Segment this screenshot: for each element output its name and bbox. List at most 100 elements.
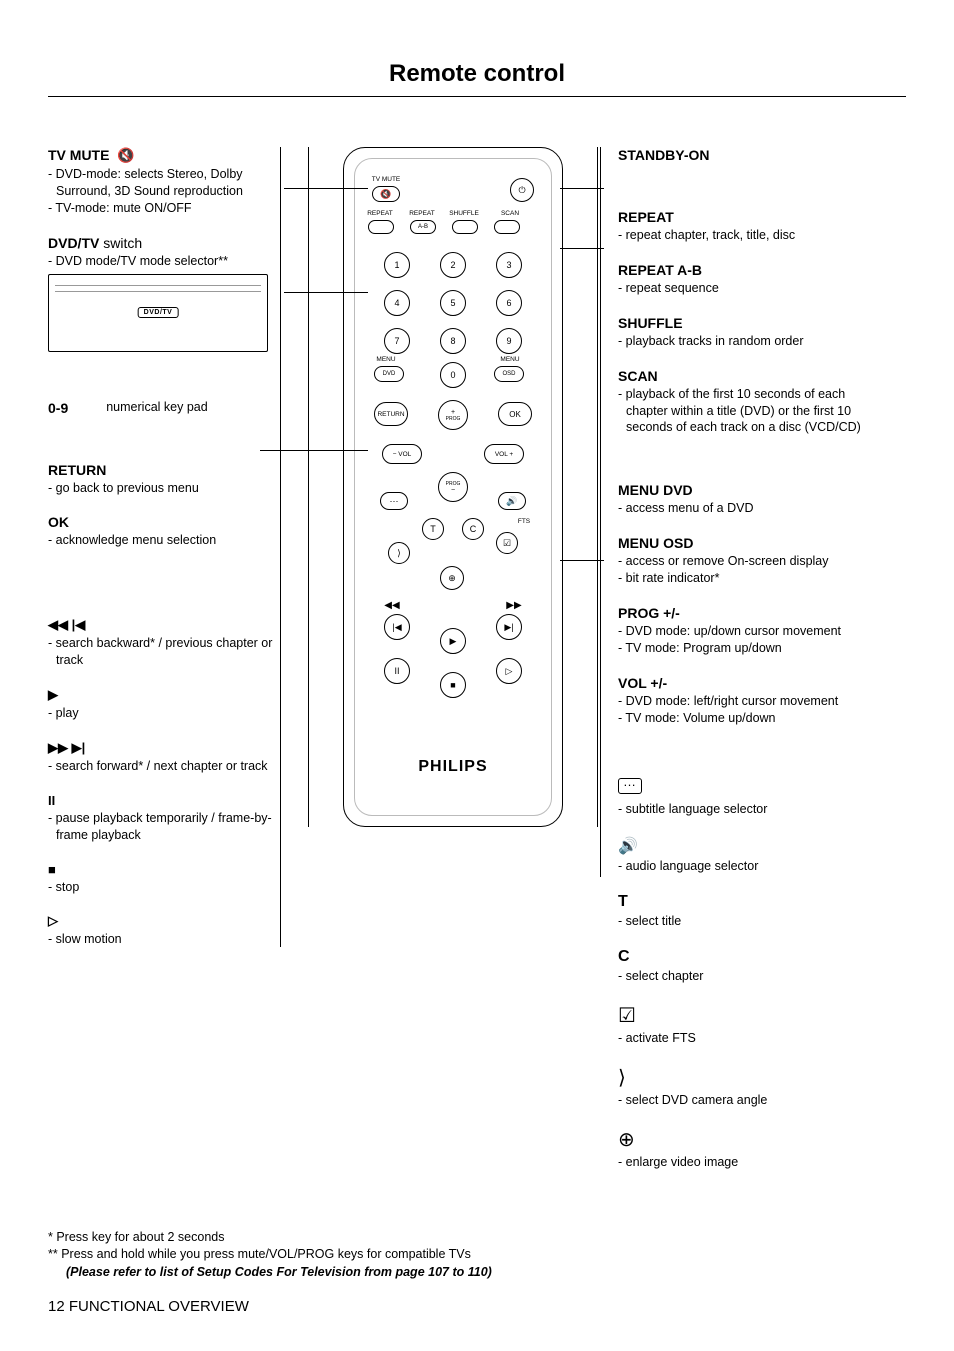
btn-menu-dvd[interactable]: DVD [374,366,404,382]
repeat-ab-section: REPEAT A-B repeat sequence [618,262,888,297]
btn-1[interactable]: 1 [384,252,410,278]
btn-6[interactable]: 6 [496,290,522,316]
btn-pause[interactable]: II [384,658,410,684]
columns: TV MUTE 🔇 DVD-mode: selects Stereo, Dolb… [48,147,906,1189]
tvmute-heading: TV MUTE 🔇 [48,147,288,164]
btn-prog-plus[interactable]: +PROG [438,400,468,430]
back-item: search backward* / previous chapter or t… [48,635,288,669]
lbl-tvmute: TV MUTE [366,176,406,183]
btn-tvmute[interactable]: 🔇 [372,186,400,202]
btn-slow[interactable]: ▷ [496,658,522,684]
btn-repeat-ab[interactable]: A-B [410,220,436,234]
dvdtv-bold: DVD/TV [48,235,99,251]
btn-7[interactable]: 7 [384,328,410,354]
slow-icon: ▷ [48,913,288,929]
stop-icon: ■ [48,862,288,877]
fts-item: activate FTS [618,1030,888,1047]
ok-item: acknowledge menu selection [48,532,288,549]
btn-shuffle[interactable] [452,220,478,234]
lbl-ff: ▶▶ [504,600,524,611]
play-section: ▶ play [48,687,288,722]
btn-audio[interactable]: 🔊 [498,492,526,510]
title-icon: T [618,893,888,911]
angle-icon: ⟩ [618,1065,888,1090]
angle-item: select DVD camera angle [618,1092,888,1109]
fts-section: ☑ activate FTS [618,1003,888,1047]
btn-chapter[interactable]: C [462,518,484,540]
lbl-repeat: REPEAT [360,210,400,217]
btn-prev[interactable]: |◀ [384,614,410,640]
repeat-heading: REPEAT [618,209,888,225]
btn-play[interactable]: ▶ [440,628,466,654]
play-icon: ▶ [48,687,288,703]
dvdtv-heading: DVD/TV switch [48,235,288,251]
btn-repeat[interactable] [368,220,394,234]
audio-item: audio language selector [618,858,888,875]
title-section: T select title [618,893,888,930]
menu-osd-item-1: access or remove On-screen display [618,553,888,570]
play-item: play [48,705,288,722]
prog-item-1: DVD mode: up/down cursor movement [618,623,888,640]
fts-icon: ☑ [618,1003,888,1028]
btn-title[interactable]: T [422,518,444,540]
btn-menu-osd[interactable]: OSD [494,366,524,382]
btn-stop[interactable]: ■ [440,672,466,698]
btn-4[interactable]: 4 [384,290,410,316]
menu-dvd-section: MENU DVD access menu of a DVD [618,482,888,517]
vol-item-2: TV mode: Volume up/down [618,710,888,727]
slow-item: slow motion [48,931,288,948]
btn-return[interactable]: RETURN [374,402,408,426]
btn-scan[interactable] [494,220,520,234]
btn-next[interactable]: ▶| [496,614,522,640]
btn-angle[interactable]: ⟩ [388,542,410,564]
remote-illustration: TV MUTE 🔇 ⏻ REPEAT REPEAT SHUFFLE SCAN A… [343,147,563,827]
tvmute-section: TV MUTE 🔇 DVD-mode: selects Stereo, Dolb… [48,147,288,217]
repeat-item: repeat chapter, track, title, disc [618,227,888,244]
menu-dvd-heading: MENU DVD [618,482,888,498]
btn-8[interactable]: 8 [440,328,466,354]
chapter-icon: C [618,948,888,966]
btn-2[interactable]: 2 [440,252,466,278]
angle-section: ⟩ select DVD camera angle [618,1065,888,1109]
btn-ok[interactable]: OK [498,402,532,426]
footnote-3: (Please refer to list of Setup Codes For… [48,1264,492,1282]
standby-section: STANDBY-ON [618,147,888,163]
menu-osd-item-2: bit rate indicator* [618,570,888,587]
btn-9[interactable]: 9 [496,328,522,354]
fwd-item: search forward* / next chapter or track [48,758,288,775]
btn-3[interactable]: 3 [496,252,522,278]
title-rule [48,96,906,97]
btn-subtitle[interactable]: ⋯ [380,492,408,510]
menu-osd-section: MENU OSD access or remove On-screen disp… [618,535,888,587]
btn-prog-minus[interactable]: PROG− [438,472,468,502]
audio-section: 🔊 audio language selector [618,836,888,875]
lbl-repeat-ab: REPEAT [402,210,442,217]
scan-heading: SCAN [618,368,888,384]
dvdtv-rest: switch [99,235,142,251]
ok-section: OK acknowledge menu selection [48,514,288,549]
zoom-icon: ⊕ [618,1127,888,1152]
footnotes: * Press key for about 2 seconds ** Press… [48,1229,492,1282]
tvmute-item-2: TV-mode: mute ON/OFF [48,200,288,217]
lbl-scan: SCAN [490,210,530,217]
standby-heading: STANDBY-ON [618,147,888,163]
repeat-ab-item: repeat sequence [618,280,888,297]
slow-section: ▷ slow motion [48,913,288,948]
subtitle-section: subtitle language selector [618,772,888,818]
lbl-menu-osd-t: MENU [490,356,530,363]
stop-section: ■ stop [48,862,288,896]
shuffle-item: playback tracks in random order [618,333,888,350]
btn-zoom[interactable]: ⊕ [440,566,464,590]
btn-vol-plus[interactable]: VOL + [484,444,524,464]
zoom-section: ⊕ enlarge video image [618,1127,888,1171]
footnote-1: * Press key for about 2 seconds [48,1229,492,1247]
scan-item: playback of the first 10 seconds of each… [618,386,888,437]
btn-fts[interactable]: ☑ [496,532,518,554]
dvdtv-item-1: DVD mode/TV mode selector** [48,253,288,270]
lbl-menu-dvd-t: MENU [366,356,406,363]
repeat-section: REPEAT repeat chapter, track, title, dis… [618,209,888,244]
btn-0[interactable]: 0 [440,362,466,388]
btn-standby[interactable]: ⏻ [510,178,534,202]
btn-vol-minus[interactable]: − VOL [382,444,422,464]
btn-5[interactable]: 5 [440,290,466,316]
